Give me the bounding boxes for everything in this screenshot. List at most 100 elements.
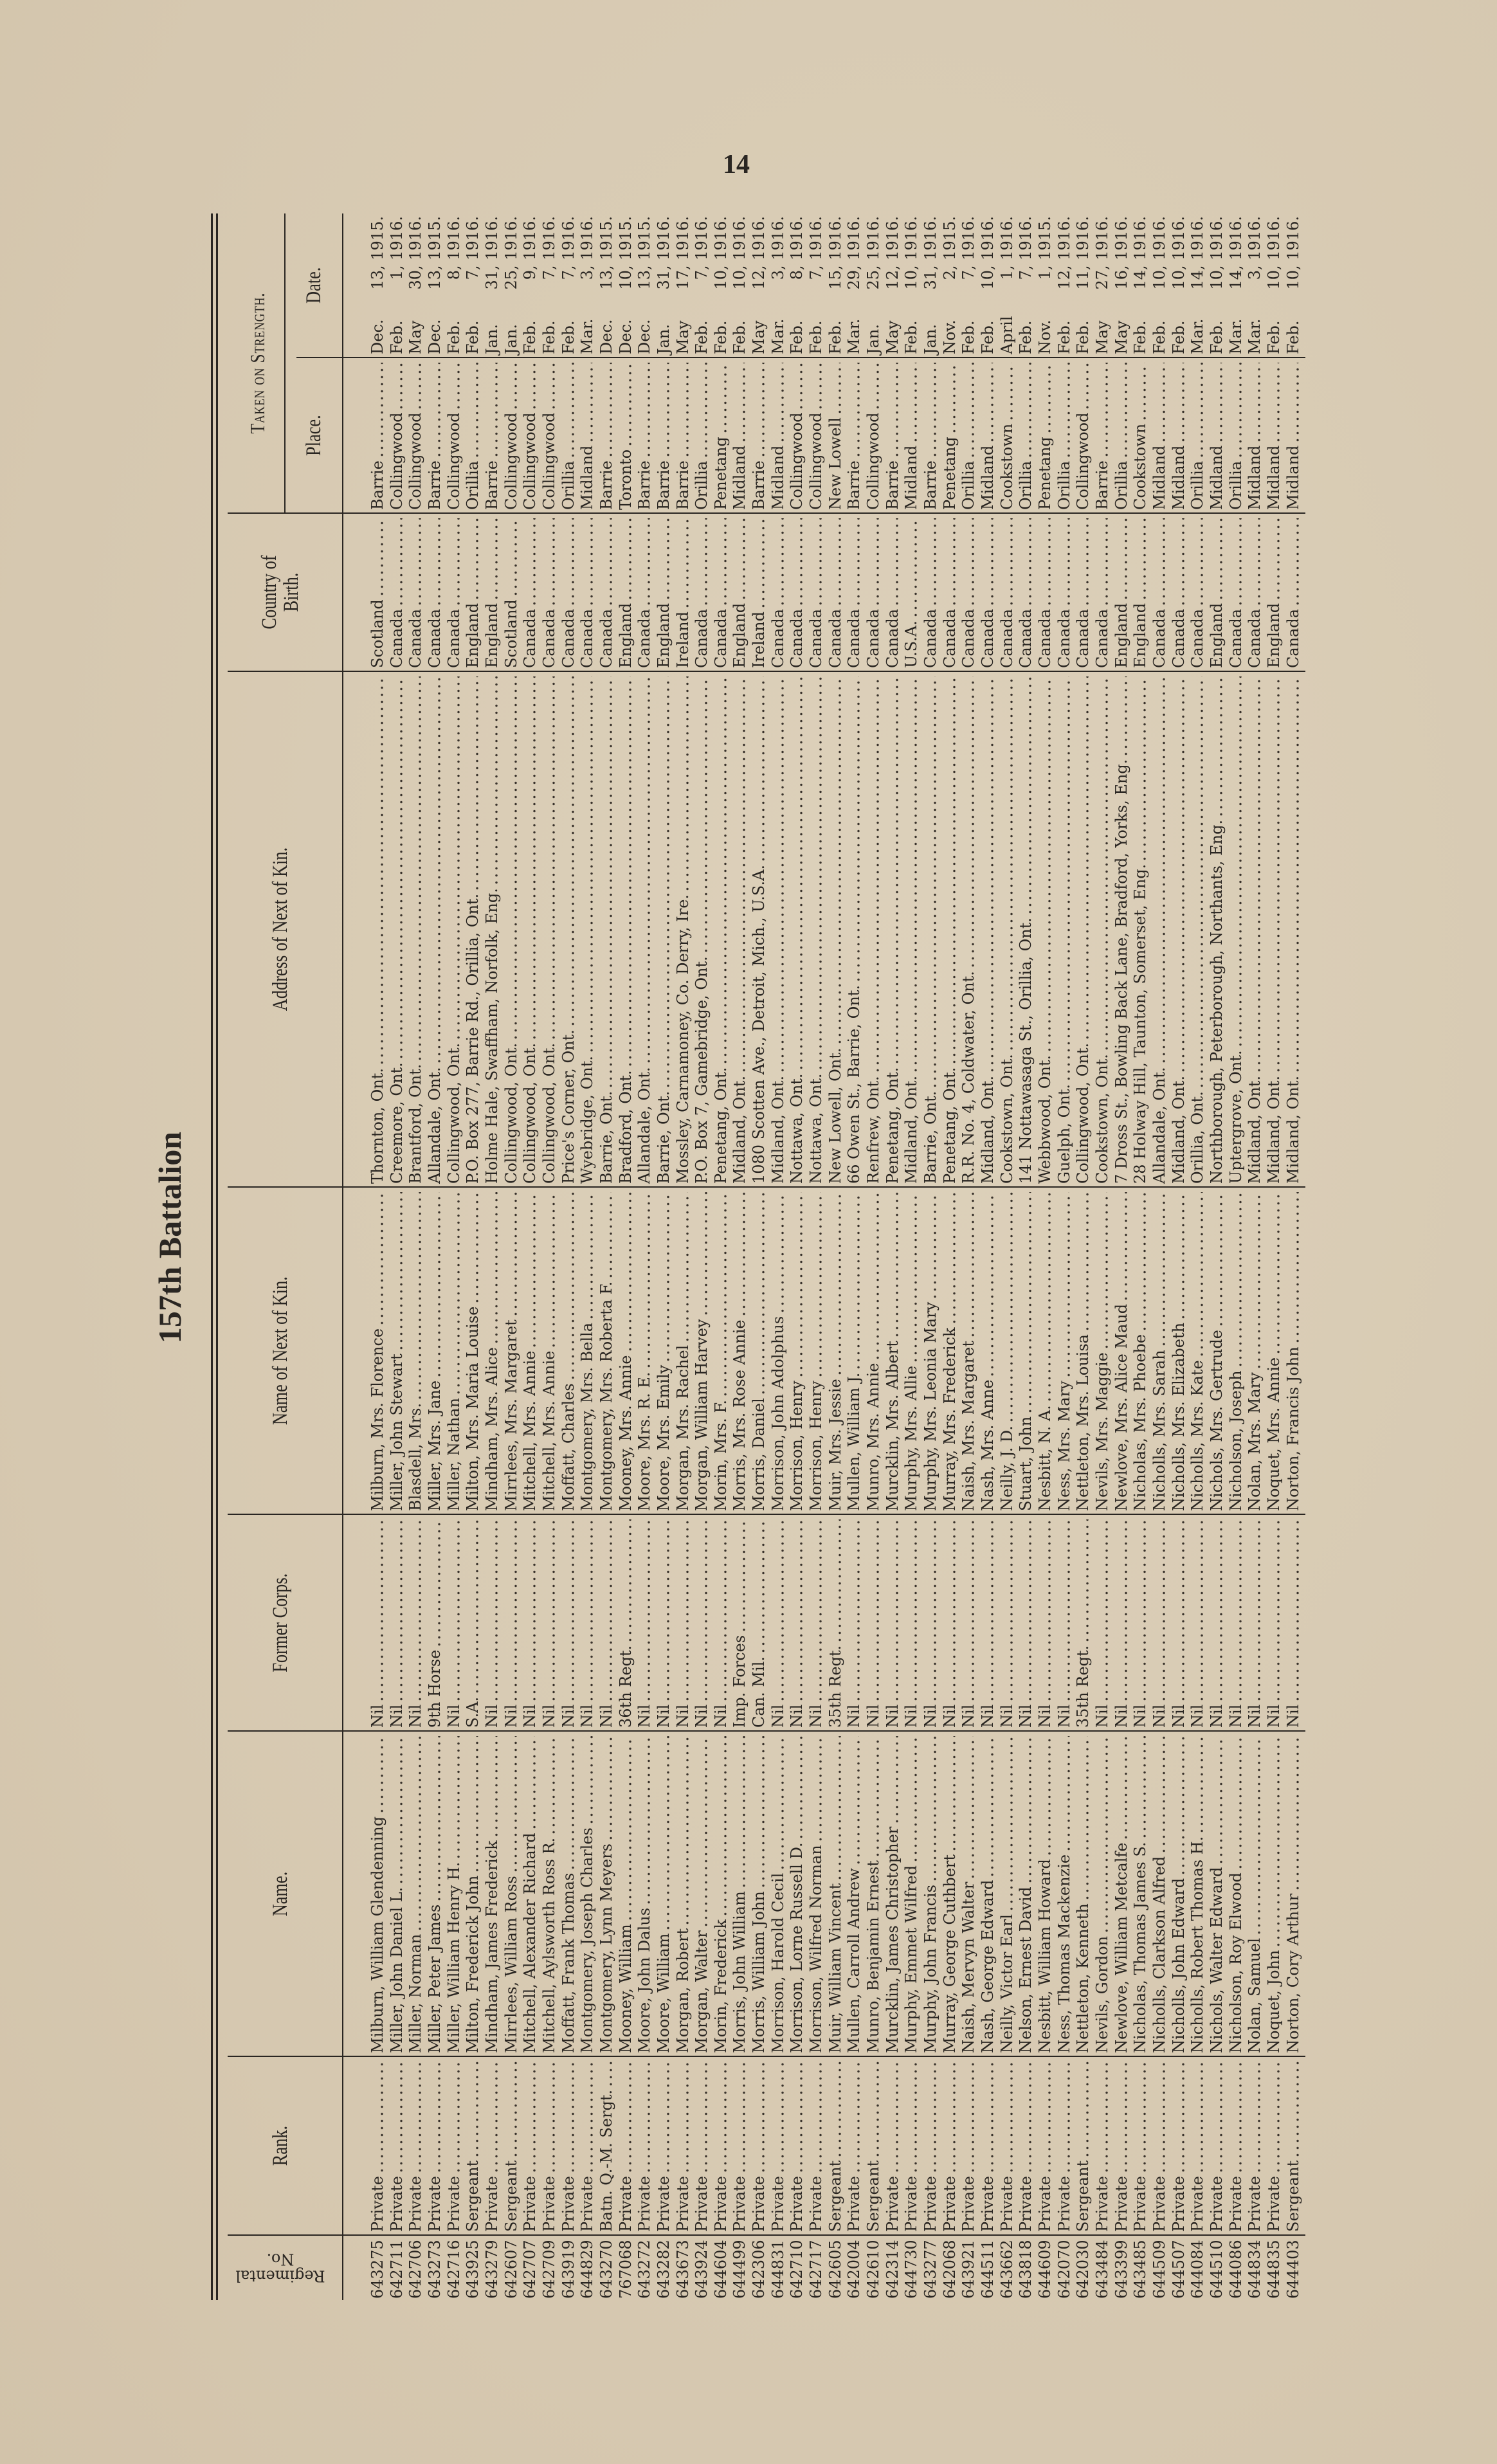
former-corps-text: Nil [444, 1704, 463, 1728]
cell-country-of-birth: Canada [1093, 513, 1112, 671]
rank-text: Private [1131, 2175, 1150, 2232]
cell-regimental-no: 643921 [959, 2235, 979, 2300]
dot-leader [959, 676, 979, 972]
cell-regimental-no: 644509 [1150, 2235, 1170, 2300]
header-rank: Rank. [218, 2056, 342, 2235]
dot-leader [387, 2061, 407, 2176]
dot-leader [883, 1192, 903, 1341]
header-country-line2: Birth. [279, 572, 303, 612]
cell-name: Miller, John Daniel L. [387, 1731, 407, 2056]
rank-text: Private [635, 2175, 654, 2232]
cell-taken-on-strength-date: Mar. 14, 1916. [1188, 213, 1208, 358]
regimental-no-text: 642717 [807, 2240, 826, 2299]
dot-leader [959, 1736, 979, 1882]
cell-rank: Private [1035, 2056, 1055, 2235]
country-of-birth-text: Canada [1074, 608, 1093, 668]
cell-regimental-no: 642070 [1055, 2235, 1075, 2300]
cell-next-of-kin-address: Collingwood, Ont. [540, 671, 559, 1187]
rank-text: Sergeant [1284, 2160, 1302, 2232]
dot-leader [1188, 676, 1208, 1092]
cell-next-of-kin-address: Nottawa, Ont. [807, 671, 826, 1187]
dot-leader [1188, 1192, 1208, 1361]
cell-country-of-birth: Canada [635, 513, 655, 671]
cell-rank: Private [1188, 2056, 1208, 2235]
cell-taken-on-strength-date: May 17, 1916. [674, 213, 693, 358]
former-corps-text: Nil [902, 1704, 921, 1728]
dot-leader [902, 1736, 922, 1866]
date-day: 31, 1916. [654, 216, 673, 290]
dot-leader [1131, 1736, 1150, 1842]
dot-leader [387, 363, 407, 413]
cell-taken-on-strength-date: May 16, 1916. [1112, 213, 1132, 358]
dot-leader [711, 676, 731, 1067]
cell-next-of-kin-address: Bradford, Ont. [616, 671, 636, 1187]
cell-country-of-birth: Ireland [750, 513, 769, 671]
dot-leader [750, 2061, 769, 2176]
cell-taken-on-strength-date: Dec. 13, 1915. [635, 213, 655, 358]
next-of-kin-name-text: Nicholls, Mrs. Kate [1188, 1360, 1207, 1511]
cell-former-corps: Nil [1188, 1514, 1208, 1731]
country-of-birth-text: Canada [540, 608, 558, 668]
regimental-no-text: 642610 [864, 2240, 883, 2299]
cell-taken-on-strength-date: May 12, 1916. [750, 213, 769, 358]
dot-leader [883, 1519, 903, 1705]
cell-name: Moore, John Dalus [635, 1731, 655, 2056]
dot-leader [845, 1736, 865, 1869]
next-of-kin-name-text: Morin, Mrs. F. [711, 1399, 730, 1511]
dot-leader [711, 363, 731, 437]
former-corps-text: 35th Regt. [826, 1645, 844, 1728]
table-row: 642610 Sergeant Munro, Benjamin Ernest Nil M… [864, 213, 884, 2300]
rank-text: Private [1035, 2175, 1054, 2232]
cell-taken-on-strength-place: Penetang [940, 358, 960, 513]
header-former-corps-label: Former Corps. [268, 1573, 292, 1672]
taken-on-strength-place-text: Collingwood [387, 412, 406, 510]
next-of-kin-address-text: Barrie, Ont. [654, 1091, 673, 1184]
next-of-kin-address-text: Midland, Ont. [979, 1075, 997, 1184]
cell-taken-on-strength-date: May 12, 1916. [884, 213, 903, 358]
next-of-kin-address-text: Penetang, Ont. [940, 1067, 959, 1184]
country-of-birth-text: Scotland [368, 599, 386, 668]
cell-former-corps: Nil [387, 1514, 407, 1731]
cell-taken-on-strength-place: Barrie [654, 358, 674, 513]
next-of-kin-name-text: Ness, Mrs. Mary [1055, 1381, 1073, 1511]
cell-taken-on-strength-place: Penetang [711, 358, 731, 513]
cell-name: Nicholls, John Edward [1169, 1731, 1189, 2056]
regimental-no-text: 644730 [902, 2240, 921, 2299]
cell-taken-on-strength-date: Jan. 25, 1916. [502, 213, 522, 358]
cell-former-corps: Nil [1169, 1514, 1189, 1731]
dot-leader [368, 676, 388, 1068]
dot-leader [1264, 363, 1284, 446]
name-text: Munro, Benjamin Ernest [864, 1860, 883, 2053]
cell-rank: Private [1226, 2056, 1246, 2235]
taken-on-strength-place-text: Orillia [464, 460, 482, 510]
dot-leader [1017, 518, 1036, 609]
dot-leader [1131, 1192, 1150, 1334]
dot-leader [902, 676, 922, 1076]
country-of-birth-text: Canada [1150, 608, 1168, 668]
date-month: Jan. [654, 323, 673, 354]
cell-rank: Private [406, 2056, 426, 2235]
table-row: 642717 Private Morrison, Wilfred Norman Nil… [807, 213, 826, 2300]
rank-text: Private [368, 2175, 386, 2232]
dot-leader [1035, 676, 1055, 1055]
dot-leader [1074, 1192, 1093, 1335]
next-of-kin-name-text: Morrison, John Adolphus [768, 1316, 787, 1511]
dot-leader [693, 518, 712, 609]
dot-leader [673, 2061, 693, 2176]
dot-leader [1246, 2061, 1265, 2176]
table-row: 644835 Private Noquet, John Nil Noquet, Mrs.… [1264, 213, 1284, 2300]
table-row: 643921 Private Naish, Mervyn Walter Nil Nais… [959, 213, 979, 2300]
dot-leader [750, 1736, 769, 1892]
dot-leader [979, 1192, 998, 1380]
dot-leader [1264, 676, 1284, 1076]
cell-country-of-birth: Canada [1169, 513, 1189, 671]
table-row: 643924 Private Morgan, Walter Nil Morgan, Wi… [693, 213, 712, 2300]
rank-text: Private [845, 2175, 864, 2232]
next-of-kin-address-text: Cookstown, Ont. [997, 1054, 1016, 1184]
cell-country-of-birth: Canada [1055, 513, 1075, 671]
cell-former-corps: Nil [1246, 1514, 1265, 1731]
dot-leader [788, 1192, 808, 1381]
dot-leader [635, 1519, 655, 1705]
regimental-no-text: 642707 [521, 2240, 540, 2299]
former-corps-text: 9th Horse [425, 1649, 444, 1728]
